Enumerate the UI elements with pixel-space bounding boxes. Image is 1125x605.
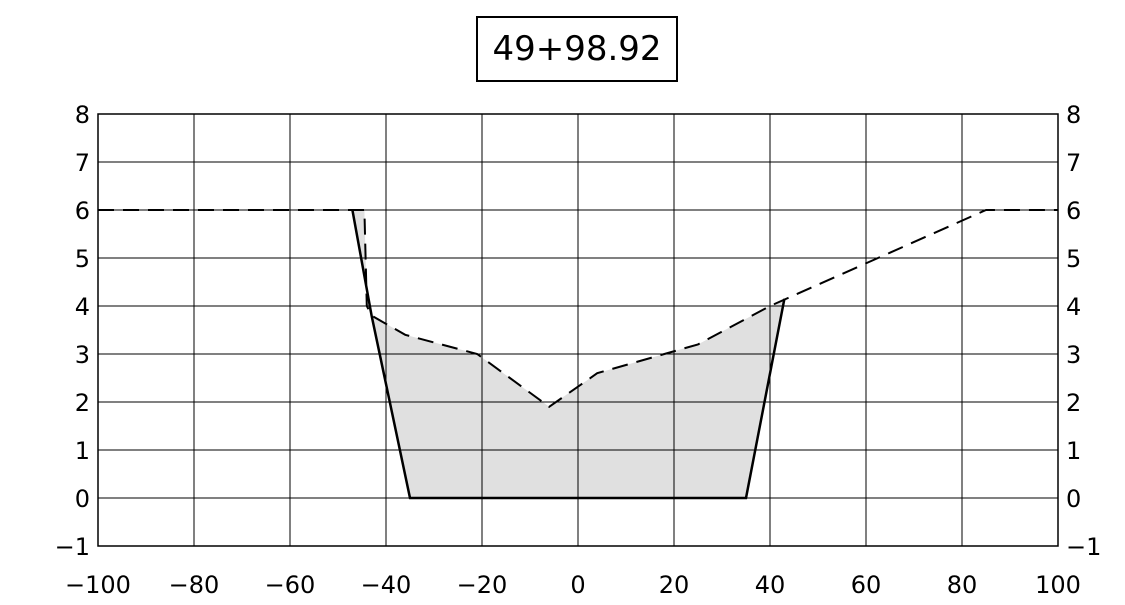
y-tick-label-left: 3 (75, 341, 90, 369)
y-tick-label-left: 6 (75, 197, 90, 225)
x-tick-label: −20 (457, 571, 508, 599)
y-tick-label-left: 8 (75, 101, 90, 129)
station-label: 49+98.92 (492, 29, 662, 69)
y-tick-label-left: 0 (75, 485, 90, 513)
x-tick-label: 60 (851, 571, 882, 599)
x-tick-label: −100 (65, 571, 131, 599)
y-tick-label-left: 2 (75, 389, 90, 417)
y-tick-label-right: 6 (1066, 197, 1081, 225)
y-tick-label-right: 2 (1066, 389, 1081, 417)
y-tick-label-left: 7 (75, 149, 90, 177)
y-tick-label-right: 4 (1066, 293, 1081, 321)
existing-ground-line (98, 209, 1058, 409)
y-tick-label-right: 1 (1066, 437, 1081, 465)
x-tick-label: 40 (755, 571, 786, 599)
x-tick-label: 0 (570, 571, 585, 599)
cut-area-fill (352, 210, 785, 498)
station-label-box: 49+98.92 (476, 16, 678, 82)
y-tick-label-right: 8 (1066, 101, 1081, 129)
x-tick-label: −40 (361, 571, 412, 599)
x-tick-label: 100 (1035, 571, 1081, 599)
plot-frame (97, 113, 1059, 547)
x-tick-label: 80 (947, 571, 978, 599)
y-tick-label-right: 7 (1066, 149, 1081, 177)
y-tick-label-left: 4 (75, 293, 90, 321)
design-section-line (351, 209, 786, 500)
y-tick-label-right: 3 (1066, 341, 1081, 369)
y-tick-label-right: −1 (1066, 533, 1101, 561)
x-tick-label: −80 (169, 571, 220, 599)
y-tick-label-right: 5 (1066, 245, 1081, 273)
x-tick-label: −60 (265, 571, 316, 599)
y-tick-label-left: −1 (55, 533, 90, 561)
y-tick-label-right: 0 (1066, 485, 1081, 513)
x-tick-label: 20 (659, 571, 690, 599)
y-tick-label-left: 1 (75, 437, 90, 465)
y-tick-label-left: 5 (75, 245, 90, 273)
